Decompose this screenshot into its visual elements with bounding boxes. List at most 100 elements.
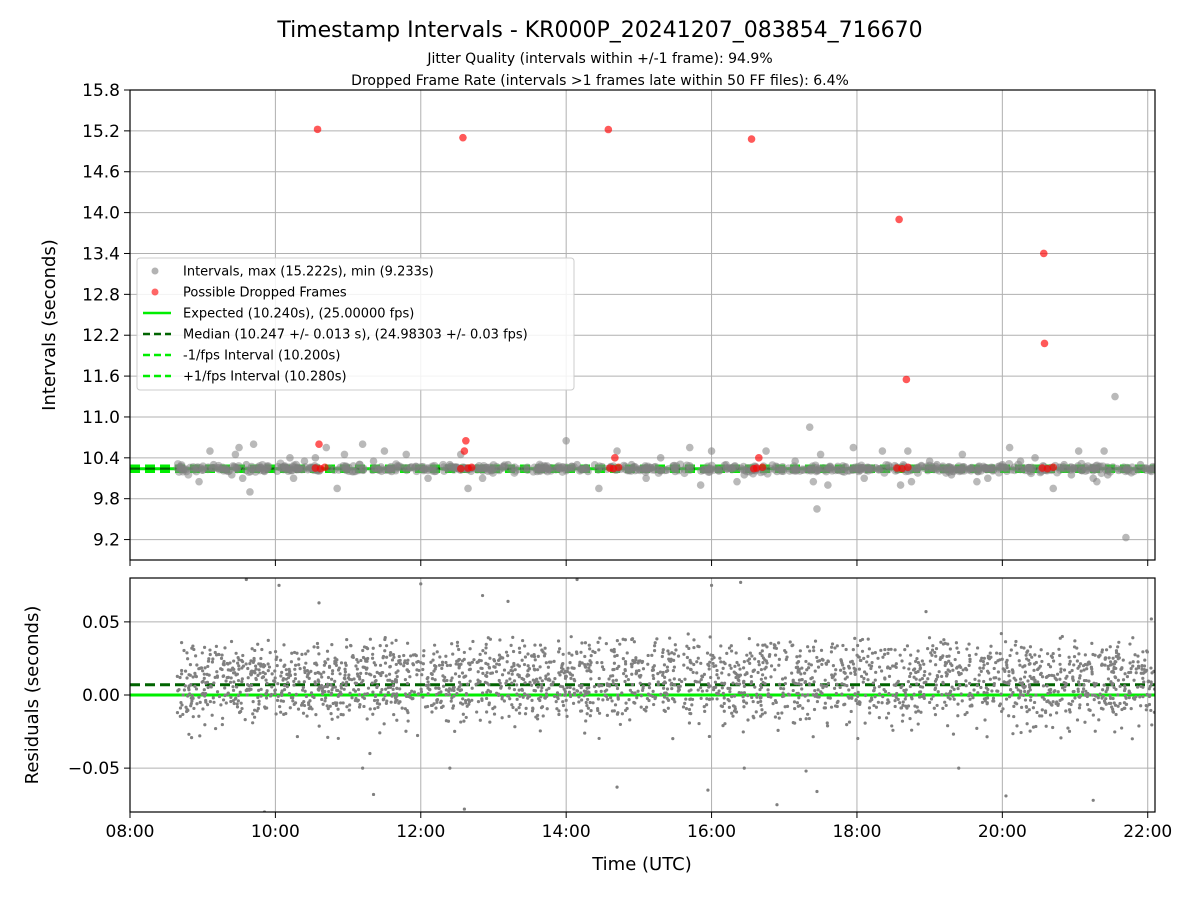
residual-point [877, 716, 881, 720]
residual-point [902, 666, 906, 670]
residual-point [1142, 664, 1147, 668]
residual-point [588, 647, 592, 651]
residual-point [1072, 663, 1076, 667]
residual-point [779, 686, 783, 690]
residual-point [859, 658, 863, 663]
residual-point [1127, 696, 1131, 700]
residual-point [798, 649, 802, 653]
interval-point [387, 467, 396, 476]
interval-point [1122, 533, 1130, 542]
residual-point [1091, 652, 1095, 657]
residual-point [1015, 651, 1019, 655]
residual-point [572, 691, 577, 695]
residual-point [985, 735, 989, 739]
residual-point [886, 666, 890, 670]
intervals-ylabel: Intervals (seconds) [39, 239, 60, 411]
residual-point [444, 688, 448, 692]
residual-point [625, 651, 629, 655]
residual-point [886, 711, 891, 715]
interval-point [650, 465, 659, 474]
residual-point [1114, 654, 1118, 659]
residual-point [955, 646, 959, 650]
residual-point [800, 687, 804, 691]
residual-point [513, 725, 517, 729]
residual-point [187, 673, 191, 677]
residual-point [430, 710, 434, 714]
residual-point [586, 662, 590, 666]
residual-point [750, 654, 754, 658]
residual-point [292, 679, 296, 683]
residual-point [206, 685, 210, 690]
residual-point [521, 695, 525, 699]
interval-point [333, 484, 341, 493]
residual-point [972, 688, 976, 692]
residual-point [1026, 649, 1030, 653]
residual-point [448, 663, 452, 667]
residual-point [1028, 685, 1032, 689]
residual-point [475, 710, 479, 714]
residual-point [918, 690, 923, 694]
residual-point [1073, 639, 1077, 643]
residual-point [1138, 695, 1142, 699]
residual-point [1120, 666, 1124, 671]
residual-point [314, 713, 318, 717]
residual-point [515, 697, 519, 701]
residual-point [191, 675, 195, 679]
residual-point [914, 659, 918, 664]
residual-point [1048, 701, 1052, 705]
residual-point [275, 698, 280, 702]
residual-point [697, 645, 701, 649]
interval-point [380, 447, 389, 455]
residual-point [180, 703, 184, 707]
residual-point [1108, 663, 1113, 667]
residual-point [618, 642, 622, 646]
residual-point [1085, 702, 1090, 707]
residual-point [1081, 687, 1086, 691]
residual-point [390, 679, 394, 684]
residual-point [826, 659, 830, 663]
residual-point [459, 720, 463, 724]
residual-point [672, 658, 676, 663]
residual-point [801, 706, 805, 710]
interval-point [989, 465, 998, 474]
residual-point [652, 649, 657, 653]
residual-point [568, 661, 572, 665]
interval-point [1016, 457, 1025, 466]
interval-point [543, 464, 552, 473]
residual-point [695, 671, 699, 675]
residual-point [886, 651, 890, 655]
residual-point [185, 709, 189, 714]
residual-point [588, 714, 592, 718]
residual-point [317, 652, 321, 656]
residual-point [906, 680, 911, 684]
residual-point [565, 714, 569, 718]
residual-point [900, 659, 904, 663]
residual-point [286, 681, 290, 685]
residual-point [862, 676, 866, 681]
residual-point [523, 712, 528, 716]
dropped-frame-point [1043, 464, 1052, 473]
residual-point [891, 693, 895, 697]
residual-point [981, 666, 985, 670]
residual-point [823, 678, 827, 682]
residual-point [764, 665, 768, 669]
residual-point [952, 687, 956, 691]
residual-point [1111, 696, 1115, 701]
residual-point [334, 703, 338, 707]
residual-point [853, 672, 857, 676]
residual-point [220, 722, 224, 727]
residual-point [405, 668, 409, 672]
residual-point [544, 677, 548, 681]
residual-point [488, 656, 492, 660]
residual-outlier-point [924, 610, 928, 614]
residual-point [988, 677, 992, 681]
residual-point [658, 670, 663, 674]
residual-point [1009, 648, 1013, 652]
residual-point [574, 650, 579, 654]
residual-point [327, 689, 331, 694]
residual-point [960, 699, 964, 703]
residual-point [639, 705, 643, 709]
residual-point [183, 684, 187, 688]
residual-point [202, 645, 207, 649]
residual-point [375, 698, 380, 702]
